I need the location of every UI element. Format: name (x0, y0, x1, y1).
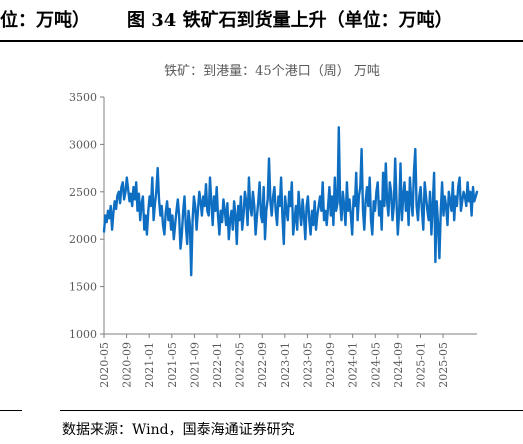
x-tick-label: 2024-05 (369, 342, 382, 388)
x-tick-label: 2021-01 (143, 342, 156, 388)
footer-rule (60, 410, 523, 411)
footer-rule-short (0, 410, 22, 411)
x-tick-label: 2022-09 (256, 342, 269, 388)
x-tick-label: 2024-01 (347, 342, 360, 388)
chart-axes: 1000 1500 2000 2500 3000 3500 2020-05 2020-09 20… (69, 91, 477, 388)
x-tick-label: 2025-05 (437, 342, 450, 388)
chart-title: 铁矿：到港量：45个港口（周） 万吨 (164, 64, 380, 79)
header-rule (0, 40, 523, 42)
x-tick-label: 2024-09 (392, 342, 405, 388)
y-tick-label: 3500 (69, 91, 97, 104)
y-tick-label: 1000 (69, 328, 97, 341)
y-tick-label: 3000 (69, 138, 97, 151)
line-chart: 铁矿：到港量：45个港口（周） 万吨 1000 1500 2000 2500 3000 3… (69, 64, 479, 388)
x-tick-label: 2020-05 (98, 342, 111, 388)
x-tick-label: 2023-05 (301, 342, 314, 388)
x-tick-label: 2020-09 (121, 342, 134, 388)
figure-title: 图 34 铁矿石到货量上升（单位：万吨） (127, 10, 453, 31)
source-note: 数据来源：Wind，国泰海通证券研究 (62, 422, 295, 438)
y-tick-label: 1500 (69, 281, 97, 294)
chart-plot-area (102, 126, 479, 277)
series-line (102, 126, 479, 277)
x-tick-label: 2023-01 (279, 342, 292, 388)
x-tick-label: 2025-01 (414, 342, 427, 388)
x-tick-label: 2022-01 (211, 342, 224, 388)
header-left-fragment: 位：万吨） (0, 10, 90, 31)
x-tick-label: 2021-05 (166, 342, 179, 388)
x-tick-label: 2022-05 (234, 342, 247, 388)
figure-header: 位：万吨） 图 34 铁矿石到货量上升（单位：万吨） (0, 4, 523, 42)
x-tick-label: 2021-09 (188, 342, 201, 388)
x-tick-label: 2023-09 (324, 342, 337, 388)
y-tick-label: 2000 (69, 233, 97, 246)
y-tick-label: 2500 (69, 186, 97, 199)
